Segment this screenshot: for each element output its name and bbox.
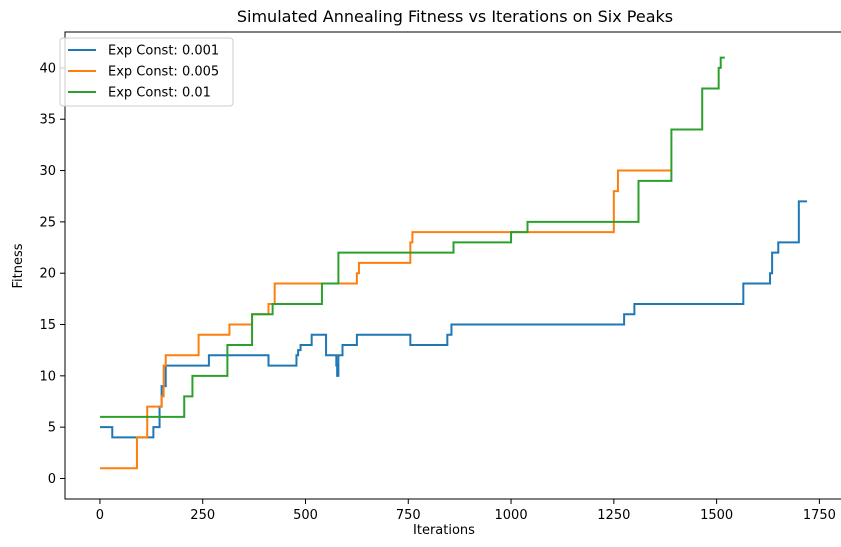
y-tick-label: 25 (39, 215, 56, 230)
y-tick-label: 10 (39, 369, 56, 384)
legend-label-3: Exp Const: 0.01 (108, 86, 211, 101)
legend: Exp Const: 0.001 Exp Const: 0.005 Exp Cons… (59, 37, 234, 107)
y-axis: 0 5 10 15 20 25 30 35 40 (39, 61, 65, 487)
series-line-1 (99, 200, 808, 439)
x-tick-label: 250 (190, 508, 215, 523)
y-tick-label: 35 (39, 113, 56, 128)
x-tick-label: 750 (396, 508, 421, 523)
series-line-2 (99, 169, 672, 470)
x-tick-label: 500 (293, 508, 318, 523)
chart-title: Simulated Annealing Fitness vs Iteration… (237, 7, 673, 26)
series-line-3 (99, 56, 725, 418)
y-tick-label: 40 (39, 61, 56, 76)
legend-label-2: Exp Const: 0.005 (108, 65, 219, 80)
y-tick-label: 20 (39, 267, 56, 282)
y-axis-label: Fitness (11, 243, 26, 288)
y-tick-label: 5 (48, 421, 56, 436)
x-tick-label: 1500 (700, 508, 733, 523)
x-tick-label: 1000 (495, 508, 528, 523)
y-tick-label: 0 (48, 472, 56, 487)
legend-box (59, 37, 234, 107)
y-tick-label: 15 (39, 318, 56, 333)
legend-label-1: Exp Const: 0.001 (108, 44, 219, 59)
x-tick-label: 1250 (597, 508, 630, 523)
x-axis-label: Iterations (413, 523, 475, 538)
x-axis: 0 250 500 750 1000 1250 1500 1750 (96, 499, 836, 523)
x-tick-label: 1750 (803, 508, 836, 523)
x-tick-label: 0 (96, 508, 104, 523)
y-tick-label: 30 (39, 164, 56, 179)
plot-frame (64, 31, 841, 500)
series-layer (99, 56, 808, 470)
